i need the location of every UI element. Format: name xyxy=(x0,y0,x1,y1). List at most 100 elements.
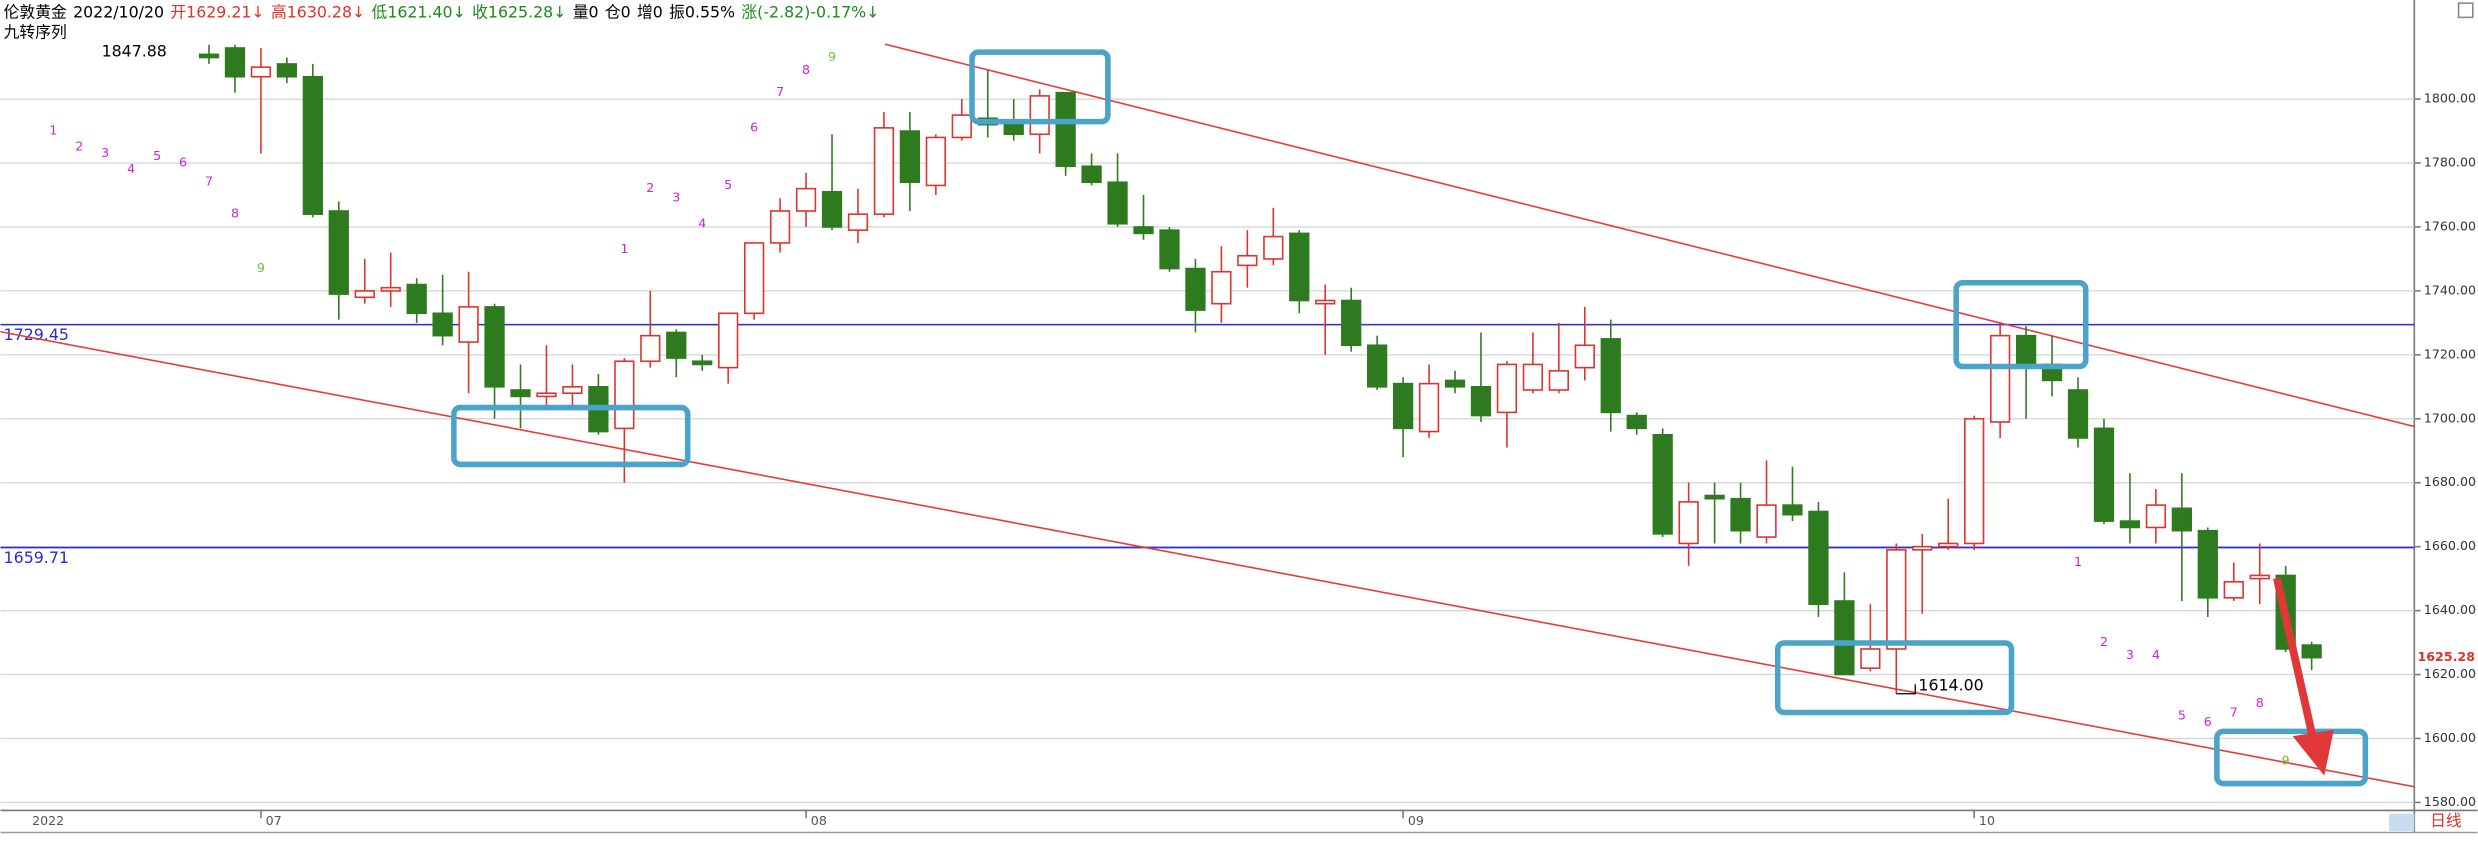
td-count: 6 xyxy=(750,119,758,134)
td-count: 3 xyxy=(101,145,109,160)
candle-body xyxy=(1600,338,1621,414)
candles xyxy=(198,44,2322,694)
candle-body xyxy=(873,127,895,215)
td-count: 3 xyxy=(2126,647,2134,662)
y-tick-label: 1580.00 xyxy=(2424,794,2476,809)
candle-body xyxy=(1808,510,1829,605)
y-tick-label: 1740.00 xyxy=(2424,282,2476,297)
td-count: 1 xyxy=(49,123,57,138)
candle-body xyxy=(1678,501,1699,545)
candle-body xyxy=(1367,344,1388,388)
candle-body xyxy=(666,331,687,359)
candle-body xyxy=(1107,181,1128,225)
header-item: 增0 xyxy=(637,2,663,21)
candle-body xyxy=(2171,507,2192,532)
candle-body xyxy=(328,210,349,295)
x-tick-label: 08 xyxy=(811,813,827,828)
annotations: 1 2 3 4 5 6 7 8 9 1 2 3 4 5 6 7 8 9 1 2 3 4 5 6 7 8 9 xyxy=(49,49,2289,767)
y-tick-label: 1640.00 xyxy=(2424,602,2476,617)
header-item: 2022/10/20 xyxy=(73,2,164,21)
candle-body xyxy=(380,286,401,292)
candle-body xyxy=(276,63,298,78)
candle-body xyxy=(1730,497,1751,532)
candle-body xyxy=(821,191,843,228)
arrow-shaft xyxy=(2273,577,2318,741)
candle-body xyxy=(1886,549,1907,650)
candle-body xyxy=(951,114,972,139)
candle-body xyxy=(1782,504,1803,516)
td-count: 2 xyxy=(75,139,83,154)
arrow xyxy=(2273,577,2334,776)
header-item: 仓0 xyxy=(605,2,631,21)
candle-body xyxy=(1626,414,1647,430)
td-count: 5 xyxy=(153,148,161,163)
candle-body xyxy=(1003,123,1024,136)
td-count: 1 xyxy=(620,241,628,256)
td-count: 4 xyxy=(698,215,706,230)
td-count: 8 xyxy=(231,206,239,221)
last-price-label: 1625.28 xyxy=(2417,649,2475,664)
highlight-box xyxy=(451,404,691,468)
header-item: 振0.55% xyxy=(669,2,735,21)
candle-body xyxy=(302,75,323,215)
candle-body xyxy=(1263,235,1284,260)
trend-line-upper xyxy=(884,43,2415,428)
candle-body xyxy=(640,334,661,363)
candle-body xyxy=(1055,91,1076,168)
candle-body xyxy=(2015,334,2037,369)
x-tick-label: 09 xyxy=(1408,813,1424,828)
period-label[interactable]: 日线 xyxy=(2430,811,2462,830)
candle-body xyxy=(2197,529,2218,599)
td-count: 1 xyxy=(2074,554,2082,569)
y-tick-label: 1720.00 xyxy=(2424,346,2476,361)
window-icon[interactable] xyxy=(2457,2,2474,19)
arrow-head xyxy=(2292,729,2334,776)
candle-body xyxy=(1470,386,1492,417)
period-button[interactable] xyxy=(2389,813,2415,831)
candle-body xyxy=(2249,574,2270,580)
td-count: 5 xyxy=(2178,708,2186,723)
max-label: 1847.88 xyxy=(102,42,167,61)
candle-body xyxy=(224,47,246,78)
td-count: 8 xyxy=(2256,695,2264,710)
candle-body xyxy=(432,312,453,337)
header: 伦敦黄金 2022/10/20 开1629.21↓ 高1630.28↓ 低1621.40… xyxy=(4,2,880,21)
candle-body xyxy=(2119,520,2141,529)
candle-body xyxy=(1444,379,1466,388)
candle-body xyxy=(1159,229,1180,270)
candle-body xyxy=(614,360,635,430)
td-count: 6 xyxy=(179,155,187,170)
y-tick-label: 1660.00 xyxy=(2424,538,2476,553)
indicator-label: 九转序列 xyxy=(4,23,67,42)
candle-body xyxy=(1756,504,1777,538)
td-count: 9 xyxy=(2282,752,2290,767)
reference-line-label: 1659.71 xyxy=(4,548,69,567)
candle-body xyxy=(562,386,583,395)
candle-body xyxy=(2093,427,2115,522)
y-tick-label: 1600.00 xyxy=(2424,730,2476,745)
header-item: 开1629.21↓ xyxy=(170,2,264,21)
td-count: 6 xyxy=(2204,714,2212,729)
td-count: 4 xyxy=(2152,647,2160,662)
candle-body xyxy=(925,136,946,187)
candle-body xyxy=(406,283,427,315)
candle-body xyxy=(1029,95,1050,136)
grid xyxy=(0,98,2421,804)
candle-body xyxy=(1964,417,1985,545)
td-count: 4 xyxy=(127,161,135,176)
candle-body xyxy=(1341,299,1362,347)
min-label-leader xyxy=(1896,684,1916,695)
td-count: 7 xyxy=(2230,704,2238,719)
header-item: 量0 xyxy=(573,2,599,21)
highlight-box xyxy=(969,49,1111,125)
candle-body xyxy=(1392,382,1414,430)
y-tick-label: 1780.00 xyxy=(2424,155,2476,170)
td-count: 2 xyxy=(646,180,654,195)
candle-body xyxy=(2067,389,2089,439)
header-item: 高1630.28↓ xyxy=(271,2,365,21)
candle-body xyxy=(1990,334,2011,423)
candle-body xyxy=(1938,542,1959,548)
td-count: 8 xyxy=(802,62,810,77)
